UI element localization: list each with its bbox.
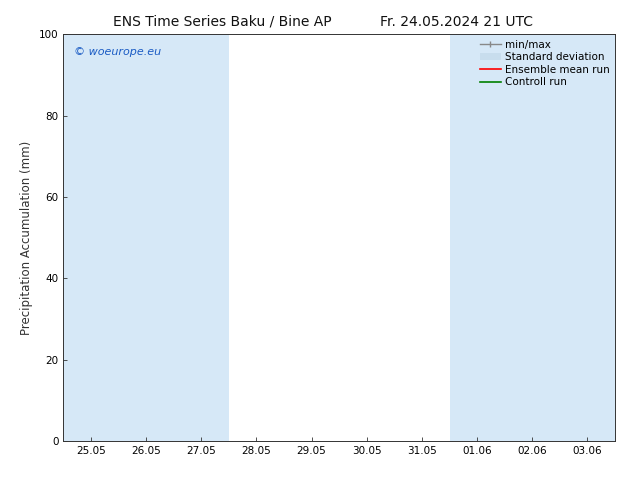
Text: ENS Time Series Baku / Bine AP: ENS Time Series Baku / Bine AP [113, 15, 331, 29]
Legend: min/max, Standard deviation, Ensemble mean run, Controll run: min/max, Standard deviation, Ensemble me… [477, 36, 613, 91]
Bar [63, 34, 119, 441]
Y-axis label: Precipitation Accumulation (mm): Precipitation Accumulation (mm) [20, 141, 34, 335]
Bar [505, 34, 560, 441]
Text: © woeurope.eu: © woeurope.eu [74, 47, 162, 56]
Bar [119, 34, 174, 441]
Bar [560, 34, 615, 441]
Text: Fr. 24.05.2024 21 UTC: Fr. 24.05.2024 21 UTC [380, 15, 533, 29]
Bar [450, 34, 505, 441]
Bar [174, 34, 229, 441]
